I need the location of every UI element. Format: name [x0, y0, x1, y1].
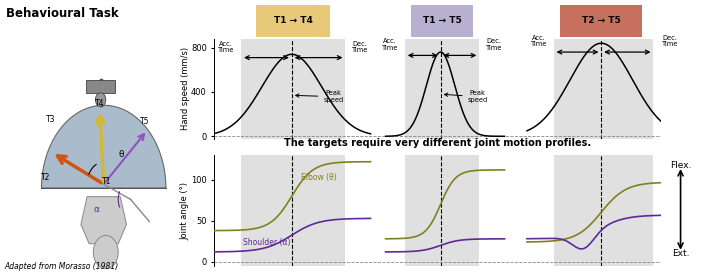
Bar: [554, 39, 653, 138]
Bar: [405, 155, 479, 266]
Text: Flex.: Flex.: [670, 161, 691, 170]
Bar: [560, 5, 643, 37]
Bar: [86, 80, 115, 93]
Text: Shoulder (α): Shoulder (α): [243, 238, 290, 247]
Text: θ: θ: [118, 150, 124, 158]
Text: Acc.
Time: Acc. Time: [218, 41, 235, 53]
Y-axis label: Joint angle (°): Joint angle (°): [181, 181, 190, 240]
Bar: [554, 155, 653, 266]
Text: Peak
speed: Peak speed: [296, 90, 344, 103]
Bar: [405, 39, 479, 138]
Text: T3: T3: [46, 115, 56, 124]
Polygon shape: [41, 105, 166, 188]
Bar: [256, 5, 330, 37]
Text: Behavioural Task: Behavioural Task: [6, 7, 119, 20]
Text: Adapted from Morasso (1981): Adapted from Morasso (1981): [4, 262, 118, 271]
Bar: [241, 155, 345, 266]
Text: T2: T2: [41, 173, 51, 182]
Text: T2 → T5: T2 → T5: [582, 16, 621, 25]
Text: Peak
speed: Peak speed: [444, 90, 488, 103]
Text: α: α: [93, 205, 99, 214]
Text: Ext.: Ext.: [672, 249, 690, 258]
Text: T1 → T5: T1 → T5: [423, 16, 461, 25]
Text: Elbow (θ): Elbow (θ): [301, 173, 337, 182]
Text: T5: T5: [141, 117, 150, 126]
Text: Acc.
Time: Acc. Time: [382, 39, 398, 51]
Text: The targets require very different joint motion profiles.: The targets require very different joint…: [284, 138, 591, 148]
Circle shape: [96, 93, 105, 107]
Text: T1 → T4: T1 → T4: [274, 16, 313, 25]
Text: Dec.
Time: Dec. Time: [352, 41, 368, 53]
Text: Dec.
Time: Dec. Time: [486, 39, 503, 51]
Polygon shape: [81, 197, 127, 244]
Text: T4: T4: [95, 99, 104, 108]
Circle shape: [93, 235, 118, 269]
Text: Dec.
Time: Dec. Time: [662, 35, 678, 47]
Text: T1: T1: [102, 177, 112, 186]
Y-axis label: Hand speed (mm/s): Hand speed (mm/s): [181, 47, 190, 130]
Text: Acc.
Time: Acc. Time: [531, 35, 547, 47]
Bar: [241, 39, 345, 138]
Bar: [411, 5, 473, 37]
